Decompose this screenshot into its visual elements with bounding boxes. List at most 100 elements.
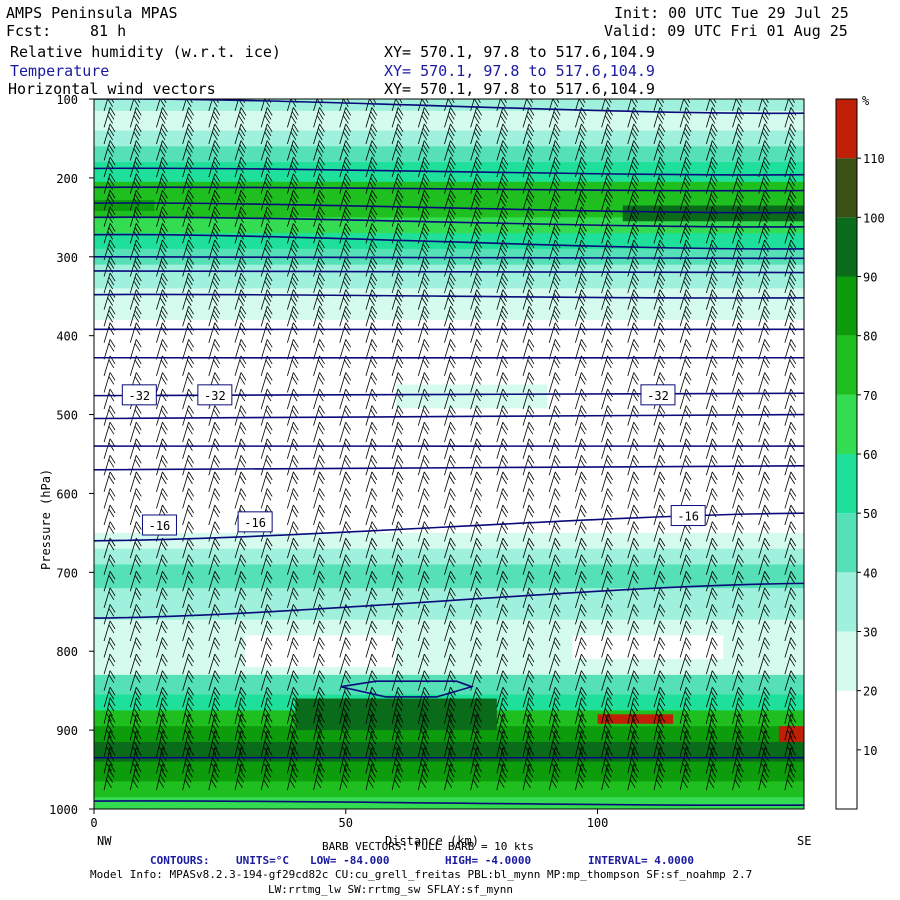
wind-barb	[182, 405, 194, 426]
wind-barb	[601, 747, 613, 774]
wind-barb	[758, 421, 771, 443]
wind-barb	[653, 637, 666, 658]
wind-barb	[548, 488, 561, 509]
wind-barb	[496, 637, 509, 658]
wind-barb	[470, 488, 482, 509]
wind-barb	[758, 730, 771, 758]
wind-barb	[575, 670, 587, 691]
wind-barb	[653, 190, 666, 211]
wind-barb	[705, 521, 718, 542]
wind-barb	[234, 687, 247, 708]
wind-barb	[679, 206, 692, 227]
wind-barb	[522, 604, 535, 625]
wind-barb	[339, 223, 352, 244]
field-wind-label: Horizontal wind vectors	[8, 80, 216, 98]
wind-barb	[522, 305, 535, 327]
wind-barb	[653, 687, 666, 708]
rh-band	[94, 674, 804, 696]
wind-barb	[496, 223, 509, 244]
wind-barb	[470, 620, 482, 642]
wind-barb	[784, 488, 797, 509]
y-tick-label: 300	[56, 251, 78, 265]
wind-barb	[732, 687, 744, 708]
wind-barb	[705, 763, 718, 791]
temperature-contour	[94, 465, 804, 471]
wind-barb	[156, 140, 168, 161]
wind-barb	[601, 339, 613, 360]
wind-barb	[339, 714, 352, 741]
wind-barb	[103, 537, 116, 559]
wind-barb	[365, 339, 378, 360]
wind-barb	[732, 190, 744, 211]
wind-barb	[391, 571, 404, 592]
wind-barb	[548, 123, 561, 145]
wind-barb	[601, 123, 613, 145]
wind-barb	[444, 488, 456, 509]
wind-barb	[182, 140, 194, 161]
xy-rh: XY= 570.1, 97.8 to 517.6,104.9	[384, 43, 655, 61]
wind-barb	[182, 554, 194, 575]
wind-barb	[339, 471, 352, 492]
wind-barb	[339, 587, 352, 608]
wind-barb	[339, 571, 352, 592]
rh-band	[94, 548, 804, 565]
wind-barb	[575, 123, 587, 145]
wind-barb	[234, 587, 247, 608]
wind-barb	[286, 571, 299, 592]
wind-barb	[365, 239, 378, 261]
wind-barb	[260, 223, 273, 244]
contour-label: -16	[670, 505, 706, 527]
wind-barb	[103, 604, 116, 625]
wind-barb	[339, 206, 352, 227]
wind-barb	[627, 730, 640, 758]
wind-barb	[601, 471, 613, 492]
wind-barb	[470, 190, 482, 211]
wind-barb	[156, 173, 168, 194]
wind-barb	[260, 339, 273, 360]
wind-barb-layer	[103, 99, 797, 791]
wind-barb	[470, 372, 482, 393]
wind-barb	[496, 339, 509, 360]
wind-barb	[732, 537, 744, 559]
wind-barb	[313, 123, 325, 145]
wind-barb	[758, 554, 771, 575]
wind-barb	[208, 554, 221, 575]
wind-barb	[679, 714, 692, 741]
wind-barb	[732, 620, 744, 642]
wind-barb	[732, 604, 744, 625]
temperature-contour	[94, 756, 804, 759]
wind-barb	[129, 421, 142, 443]
temperature-contours: -32 -32 -32 -16 -16 -16	[94, 99, 804, 807]
wind-barb	[470, 554, 482, 575]
wind-barb	[156, 604, 168, 625]
contours-high: HIGH= -4.0000	[445, 854, 532, 867]
wind-barb	[732, 272, 744, 294]
wind-barb	[496, 653, 509, 675]
wind-barb	[129, 272, 142, 294]
wind-barb	[156, 471, 168, 492]
x-end-right: SE	[797, 834, 811, 848]
wind-barb	[156, 571, 168, 592]
wind-barb	[496, 107, 509, 128]
wind-barb	[103, 571, 116, 592]
wind-barb	[496, 620, 509, 642]
wind-barb	[286, 156, 299, 178]
x-tick-label: 50	[339, 816, 353, 830]
wind-barb	[496, 372, 509, 393]
wind-barb	[758, 156, 771, 178]
wind-barb	[208, 123, 221, 145]
wind-barb	[732, 123, 744, 145]
wind-barb	[391, 637, 404, 658]
wind-barb	[339, 123, 352, 145]
wind-barb	[260, 620, 273, 642]
wind-barb	[208, 620, 221, 642]
wind-barb	[705, 587, 718, 608]
wind-barb	[601, 637, 613, 658]
wind-barb	[339, 537, 352, 559]
wind-barb	[522, 455, 535, 476]
wind-barb	[522, 123, 535, 145]
wind-barb	[470, 272, 482, 294]
wind-barb	[679, 730, 692, 758]
wind-barb	[784, 620, 797, 642]
wind-barb	[679, 190, 692, 211]
